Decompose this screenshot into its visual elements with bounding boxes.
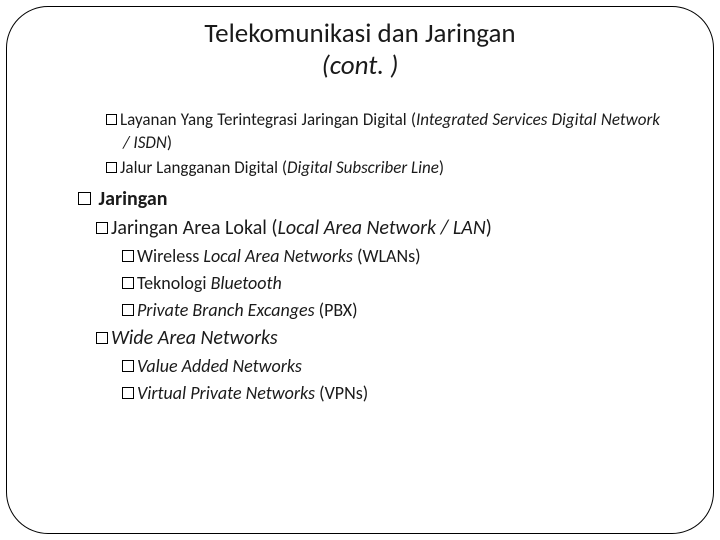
- dsl-post: ): [439, 157, 444, 178]
- square-bullet-icon: [96, 332, 108, 344]
- lan-post: ): [486, 216, 492, 240]
- bt-italic: Bluetooth: [211, 272, 282, 294]
- square-bullet-icon: [122, 277, 134, 289]
- bullet-dsl: Jalur Langganan Digital (Digital Subscri…: [106, 157, 660, 180]
- square-bullet-icon: [106, 162, 117, 173]
- wlan-post: (WLANs): [353, 245, 421, 267]
- wan-italic: Wide Area Networks: [111, 326, 278, 350]
- van-italic: Value Added Networks: [137, 355, 302, 377]
- bullet-isdn: Layanan Yang Terintegrasi Jaringan Digit…: [106, 109, 660, 155]
- square-bullet-icon: [122, 250, 134, 262]
- square-bullet-icon: [122, 360, 134, 372]
- bullet-wlan: Wireless Local Area Networks (WLANs): [122, 244, 660, 269]
- dsl-italic: Digital Subscriber Line: [287, 157, 439, 178]
- bullet-van: Value Added Networks: [122, 354, 660, 379]
- pbx-post: (PBX): [315, 299, 358, 321]
- square-bullet-icon: [78, 192, 91, 205]
- slide-content: Telekomunikasi dan Jaringan (cont. ) Lay…: [0, 18, 720, 409]
- wlan-italic: Local Area Networks: [203, 245, 353, 267]
- square-bullet-icon: [122, 304, 134, 316]
- lan-italic: Local Area Network / LAN: [277, 216, 485, 240]
- jaringan-label: Jaringan: [99, 187, 168, 211]
- vpn-post: (VPNs): [315, 382, 368, 404]
- heading-jaringan: Jaringan: [78, 186, 660, 213]
- lan-pre: Jaringan Area Lokal (: [111, 216, 277, 240]
- title-line-1: Telekomunikasi dan Jaringan: [204, 17, 515, 50]
- bullet-vpn: Virtual Private Networks (VPNs): [122, 381, 660, 406]
- bullet-wan: Wide Area Networks: [96, 325, 660, 352]
- title-line-2: (cont. ): [322, 49, 399, 82]
- wlan-pre: Wireless: [137, 245, 203, 267]
- bullet-lan: Jaringan Area Lokal (Local Area Network …: [96, 215, 660, 242]
- isdn-post: ): [167, 132, 172, 153]
- square-bullet-icon: [122, 387, 134, 399]
- bt-pre: Teknologi: [137, 272, 211, 294]
- isdn-pre: Layanan Yang Terintegrasi Jaringan Digit…: [120, 109, 416, 130]
- vpn-italic: Virtual Private Networks: [137, 382, 315, 404]
- square-bullet-icon: [96, 222, 108, 234]
- square-bullet-icon: [106, 114, 117, 125]
- dsl-pre: Jalur Langganan Digital (: [120, 157, 287, 178]
- pbx-italic: Private Branch Excanges: [137, 299, 315, 321]
- slide-title: Telekomunikasi dan Jaringan (cont. ): [60, 18, 660, 83]
- bullet-pbx: Private Branch Excanges (PBX): [122, 298, 660, 323]
- bullet-bluetooth: Teknologi Bluetooth: [122, 271, 660, 296]
